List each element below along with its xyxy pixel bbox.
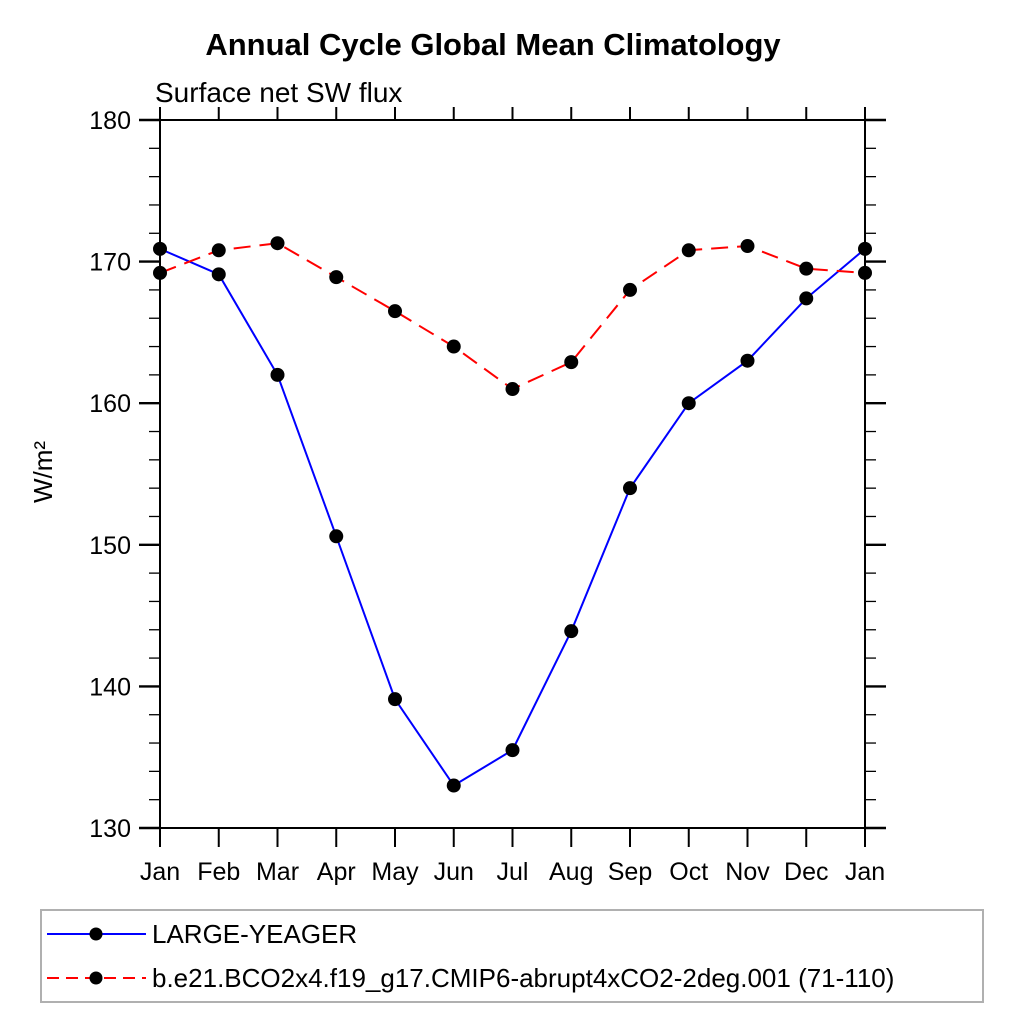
x-tick-label: Apr (317, 858, 356, 886)
y-axis-title: W/m² (28, 441, 58, 503)
data-point-marker (329, 270, 344, 285)
chart-subtitle: Surface net SW flux (155, 77, 402, 108)
legend: LARGE-YEAGER b.e21.BCO2x4.f19_g17.CMIP6-… (40, 909, 984, 1003)
x-tick-label: Jun (434, 858, 474, 886)
data-point-marker (505, 743, 520, 758)
x-tick-label: Dec (784, 858, 828, 886)
data-point-marker (270, 236, 285, 251)
legend-label-model-run: b.e21.BCO2x4.f19_g17.CMIP6-abrupt4xCO2-2… (152, 963, 894, 993)
axes: Jan Feb Mar Apr May Jun Jul Aug Sep Oct Nov Dec Jan 1… (89, 107, 886, 886)
data-point-marker (858, 241, 872, 256)
x-tick-label: May (371, 858, 419, 886)
legend-marker-model-run (89, 971, 103, 985)
legend-label-large-yeager: LARGE-YEAGER (152, 919, 357, 949)
data-point-marker (740, 353, 755, 368)
x-tick-label: Jan (140, 858, 180, 886)
series-line-0 (159, 247, 866, 787)
data-point-marker (681, 396, 696, 411)
data-point-marker (153, 241, 167, 256)
series-line-1 (159, 242, 866, 391)
data-point-marker (446, 339, 461, 354)
y-tick-label: 140 (89, 673, 131, 701)
data-point-marker (858, 265, 872, 280)
y-tick-label: 150 (89, 532, 131, 560)
data-point-marker (564, 624, 579, 639)
data-point-marker (388, 692, 402, 707)
data-point-marker (564, 355, 579, 370)
plot-area (153, 236, 872, 793)
data-point-marker (211, 267, 226, 282)
x-tick-label: Sep (608, 858, 652, 886)
x-tick-label: Jul (497, 858, 529, 886)
data-point-marker (388, 304, 402, 319)
data-point-marker (505, 382, 520, 397)
x-tick-label: Mar (256, 858, 299, 886)
x-tick-label: Nov (725, 858, 770, 886)
data-point-marker (211, 243, 226, 258)
data-point-marker (681, 243, 696, 258)
x-tick-label: Feb (197, 858, 240, 886)
y-tick-label: 160 (89, 390, 131, 418)
data-point-marker (153, 265, 167, 280)
data-point-marker (446, 778, 461, 793)
data-point-marker (799, 261, 814, 276)
data-point-marker (623, 481, 637, 496)
data-point-marker (740, 239, 755, 254)
data-point-marker (329, 529, 344, 544)
chart-title: Annual Cycle Global Mean Climatology (205, 27, 781, 62)
x-tick-label: Oct (669, 858, 708, 886)
data-point-marker (270, 367, 285, 382)
y-tick-label: 180 (89, 107, 131, 135)
y-tick-label: 170 (89, 249, 131, 277)
data-point-marker (799, 291, 814, 306)
legend-box (40, 909, 984, 1003)
legend-marker-large-yeager (89, 927, 103, 941)
plot-box (159, 119, 866, 829)
y-tick-label: 130 (89, 815, 131, 843)
x-tick-label: Aug (549, 858, 593, 886)
data-point-marker (623, 282, 637, 297)
x-tick-label: Jan (845, 858, 885, 886)
